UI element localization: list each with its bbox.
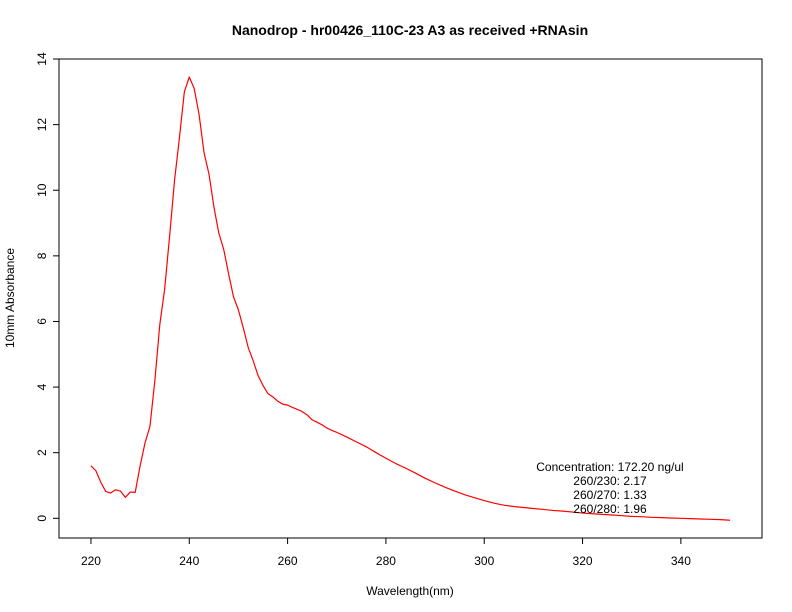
x-axis: 220 240 260 280 300 320 340 [81, 538, 691, 568]
y-tick-label: 6 [35, 318, 49, 325]
x-tick-label: 260 [278, 554, 298, 568]
plot-frame [58, 58, 763, 539]
y-tick-label: 14 [35, 52, 49, 66]
y-tick-label: 0 [35, 515, 49, 522]
annotation-block: Concentration: 172.20 ng/ul 260/230: 2.1… [536, 460, 683, 516]
y-tick-label: 4 [35, 383, 49, 390]
x-tick-label: 220 [81, 554, 101, 568]
x-axis-label: Wavelength(nm) [366, 584, 454, 598]
y-tick-label: 10 [35, 183, 49, 197]
y-tick-label: 2 [35, 449, 49, 456]
y-axis-label: 10mm Absorbance [3, 248, 17, 348]
annotation-ratio-260-280: 260/280: 1.96 [573, 502, 647, 516]
x-tick-label: 320 [573, 554, 593, 568]
x-tick-label: 300 [474, 554, 494, 568]
annotation-ratio-260-270: 260/270: 1.33 [573, 488, 647, 502]
annotation-ratio-260-230: 260/230: 2.17 [573, 474, 647, 488]
y-tick-label: 8 [35, 252, 49, 259]
y-axis: 0 2 4 6 8 10 12 14 [35, 52, 59, 522]
x-tick-label: 280 [376, 554, 396, 568]
chart-title: Nanodrop - hr00426_110C-23 A3 as receive… [232, 22, 588, 38]
y-tick-label: 12 [35, 118, 49, 132]
series-layer [90, 76, 731, 521]
series-line [90, 76, 731, 521]
x-tick-label: 240 [179, 554, 199, 568]
plot-area: 220 240 260 280 300 320 340 0 2 4 6 8 10 12 14 [35, 52, 763, 568]
x-tick-label: 340 [671, 554, 691, 568]
annotation-concentration: Concentration: 172.20 ng/ul [536, 460, 683, 474]
